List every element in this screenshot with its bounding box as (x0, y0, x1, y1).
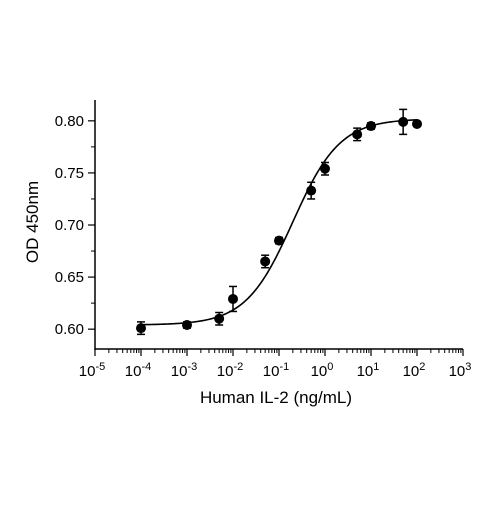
x-tick-label: 10-3 (171, 361, 197, 380)
data-point (214, 313, 225, 324)
y-tick-label: 0.80 (55, 113, 84, 130)
y-tick-label: 0.75 (55, 165, 84, 182)
y-tick-label: 0.65 (55, 269, 84, 286)
data-points-group (136, 108, 422, 336)
data-point (136, 323, 146, 334)
y-axis-label: OD 450nm (23, 181, 42, 263)
y-tick-label: 0.60 (55, 321, 84, 338)
data-point (260, 256, 271, 267)
data-point (320, 163, 330, 174)
data-point (352, 129, 363, 140)
data-point (228, 293, 238, 304)
x-tick-label: 100 (311, 361, 334, 380)
x-tick-label: 101 (357, 361, 380, 380)
x-tick-label: 10-2 (217, 361, 243, 380)
data-point (182, 320, 192, 330)
data-point (412, 118, 422, 129)
x-tick-label: 10-1 (263, 361, 289, 380)
data-point (366, 121, 376, 132)
x-tick-label: 10-5 (79, 361, 105, 380)
data-point (398, 116, 409, 127)
fit-curve (140, 118, 418, 326)
ticks-group: 10-5 10-4 10-3 10-2 10-1 100 101 102 103 0.60 0.65… (55, 113, 472, 380)
x-tick-label: 103 (449, 361, 472, 380)
x-tick-label: 102 (403, 361, 426, 380)
x-axis-label: Human IL-2 (ng/mL) (200, 388, 352, 407)
data-point (274, 235, 284, 246)
data-point (306, 185, 317, 196)
axes-group (94, 100, 463, 350)
y-tick-label: 0.70 (55, 217, 84, 234)
x-tick-label: 10-4 (125, 361, 151, 380)
